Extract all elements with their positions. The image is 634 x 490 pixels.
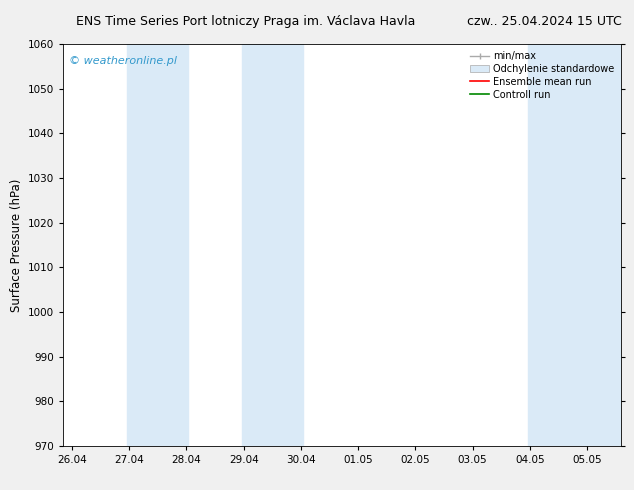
Bar (528, 44, 621, 446)
Y-axis label: Surface Pressure (hPa): Surface Pressure (hPa) (10, 178, 23, 312)
Bar (127, 44, 188, 446)
Text: czw.. 25.04.2024 15 UTC: czw.. 25.04.2024 15 UTC (467, 15, 621, 28)
Text: ENS Time Series Port lotniczy Praga im. Václava Havla: ENS Time Series Port lotniczy Praga im. … (76, 15, 415, 28)
Bar (242, 44, 302, 446)
Legend: min/max, Odchylenie standardowe, Ensemble mean run, Controll run: min/max, Odchylenie standardowe, Ensembl… (466, 47, 618, 103)
Text: © weatheronline.pl: © weatheronline.pl (69, 56, 177, 66)
